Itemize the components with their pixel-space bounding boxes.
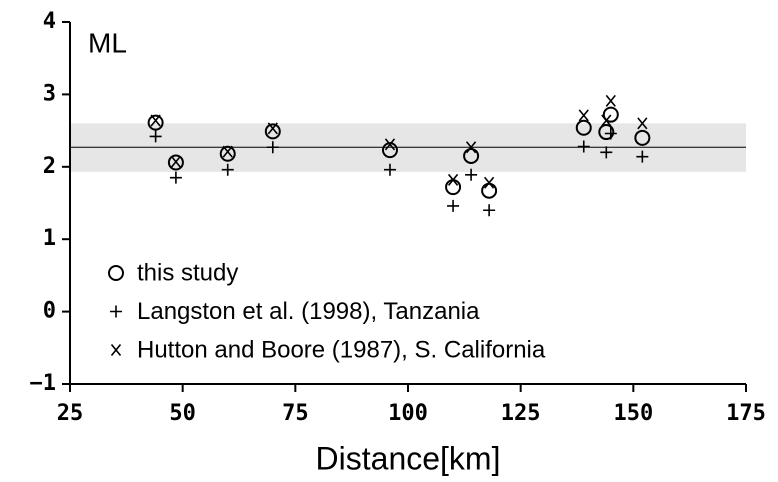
- point: [445, 179, 462, 196]
- x-tick-label: 150: [613, 401, 653, 426]
- point: [221, 163, 234, 176]
- point: [222, 145, 233, 158]
- point: [602, 106, 619, 123]
- y-axis-label: ML: [88, 27, 127, 58]
- point: [601, 114, 612, 127]
- point: [170, 155, 182, 168]
- point: [463, 147, 480, 164]
- point: [634, 129, 651, 146]
- y-tick-label: −1: [30, 371, 57, 396]
- x-tick-label: 175: [726, 401, 766, 426]
- y-tick-label: 4: [43, 9, 56, 34]
- point: [575, 119, 592, 136]
- point: [267, 122, 278, 135]
- point: [465, 168, 478, 181]
- point: [577, 140, 590, 153]
- point: [483, 204, 496, 217]
- point: [264, 123, 281, 140]
- point: [266, 141, 279, 154]
- point: [636, 150, 649, 163]
- legend-marker: [108, 265, 124, 281]
- point: [147, 114, 164, 131]
- legend-marker: [110, 305, 122, 318]
- x-tick-label: 75: [282, 401, 309, 426]
- point: [150, 114, 161, 127]
- legend-label: Langston et al. (1998), Tanzania: [137, 298, 480, 325]
- point: [384, 138, 396, 151]
- point: [600, 146, 613, 159]
- legend-label: Hutton and Boore (1987), S. California: [137, 336, 546, 363]
- point: [578, 109, 589, 122]
- legend-label: this study: [137, 259, 238, 286]
- point: [167, 154, 184, 171]
- point: [149, 130, 162, 143]
- y-tick-label: 2: [43, 154, 56, 179]
- y-tick-label: 0: [43, 299, 56, 324]
- point: [447, 173, 459, 186]
- x-tick-label: 125: [501, 401, 541, 426]
- point: [481, 182, 498, 199]
- point: [604, 127, 617, 140]
- point: [447, 199, 460, 212]
- point: [637, 117, 648, 130]
- x-tick-label: 25: [57, 401, 84, 426]
- x-tick-label: 50: [169, 401, 196, 426]
- x-tick-label: 100: [388, 401, 428, 426]
- point: [383, 163, 396, 176]
- y-tick-label: 3: [43, 81, 56, 106]
- point: [598, 124, 615, 141]
- point: [605, 94, 616, 107]
- x-axis-label: Distance[km]: [316, 440, 501, 476]
- legend-marker: [110, 343, 122, 357]
- point: [169, 171, 182, 184]
- y-tick-label: 1: [43, 226, 56, 251]
- point: [484, 176, 495, 189]
- point: [465, 141, 477, 154]
- point: [219, 145, 236, 162]
